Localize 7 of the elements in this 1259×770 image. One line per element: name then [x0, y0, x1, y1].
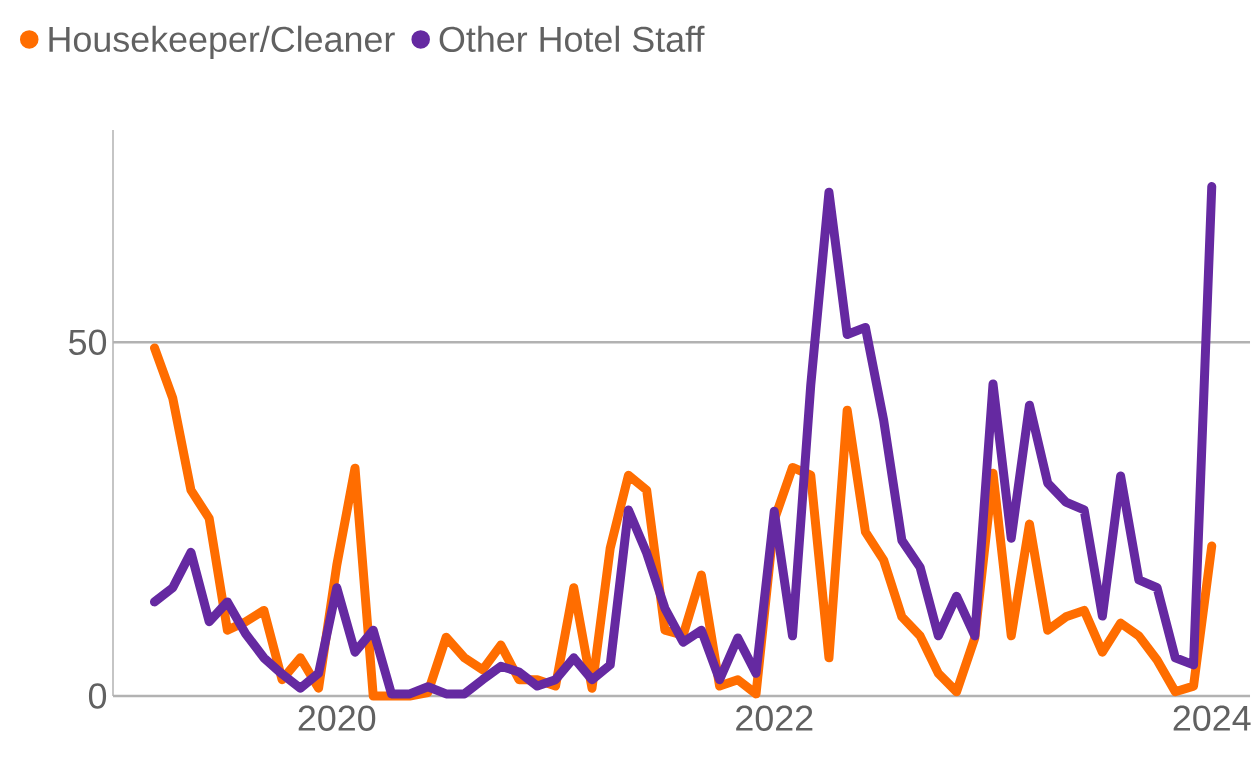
legend-label: Housekeeper/Cleaner	[49, 25, 395, 60]
legend-label: Other Hotel Staff	[439, 25, 705, 53]
x-tick-label: 2022	[736, 705, 813, 731]
y-tick-label: 0	[88, 683, 107, 709]
x-tick-label: 2024	[1173, 705, 1251, 731]
x-tick-label: 2020	[298, 705, 376, 731]
y-tick-label: 50	[69, 329, 107, 355]
